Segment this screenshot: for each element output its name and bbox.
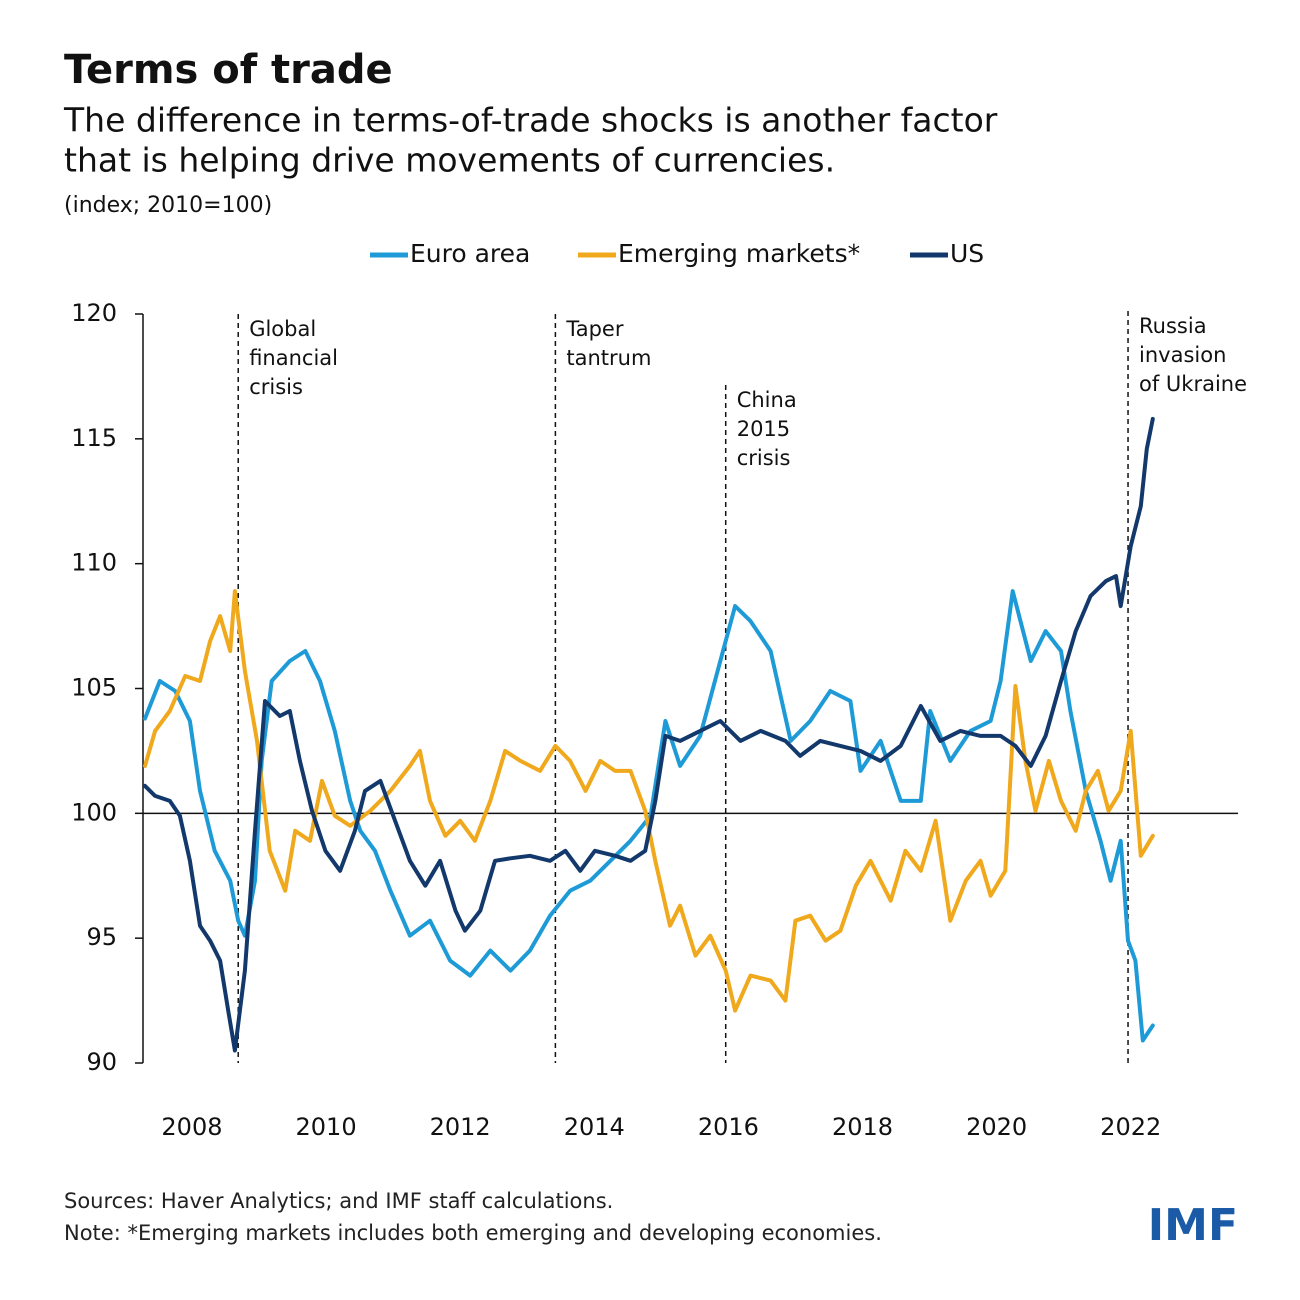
y-tick-label: 105 — [71, 674, 117, 702]
event-label: Russia — [1139, 314, 1207, 338]
y-tick-label: 90 — [86, 1048, 117, 1076]
unit-note: (index; 2010=100) — [64, 193, 272, 218]
event-label: China — [737, 388, 797, 412]
y-tick-label: 110 — [71, 549, 117, 577]
chart-subtitle: The difference in terms-of-trade shocks … — [63, 101, 998, 140]
legend-label: Euro area — [410, 239, 530, 268]
series-line — [143, 416, 1155, 1053]
y-tick-label: 115 — [71, 424, 117, 452]
event-label: crisis — [249, 375, 303, 399]
x-tick-label: 2016 — [698, 1113, 759, 1141]
x-tick-label: 2020 — [966, 1113, 1027, 1141]
x-tick-label: 2022 — [1100, 1113, 1161, 1141]
x-tick-label: 2012 — [430, 1113, 491, 1141]
event-label: of Ukraine — [1139, 372, 1247, 396]
note: Note: *Emerging markets includes both em… — [64, 1221, 882, 1245]
y-tick-label: 100 — [71, 798, 117, 826]
chart-subtitle: that is helping drive movements of curre… — [64, 141, 835, 180]
x-tick-label: 2008 — [161, 1113, 222, 1141]
event-label: Taper — [565, 317, 623, 341]
x-tick-label: 2010 — [296, 1113, 357, 1141]
event-label: crisis — [737, 446, 791, 470]
event-label: tantrum — [566, 346, 651, 370]
series-line — [143, 589, 1155, 1043]
chart-title: Terms of trade — [64, 47, 393, 93]
y-tick-label: 120 — [71, 299, 117, 327]
event-label: Global — [249, 317, 316, 341]
legend-label: Emerging markets* — [618, 239, 860, 268]
sources: Sources: Haver Analytics; and IMF staff … — [64, 1189, 613, 1213]
event-label: 2015 — [737, 417, 790, 441]
series-line — [143, 589, 1155, 1013]
event-label: financial — [249, 346, 338, 370]
x-tick-label: 2018 — [832, 1113, 893, 1141]
event-label: invasion — [1139, 343, 1226, 367]
y-tick-label: 95 — [86, 923, 117, 951]
legend-label: US — [950, 239, 984, 268]
logo: IMF — [1148, 1200, 1238, 1251]
x-tick-label: 2014 — [564, 1113, 625, 1141]
